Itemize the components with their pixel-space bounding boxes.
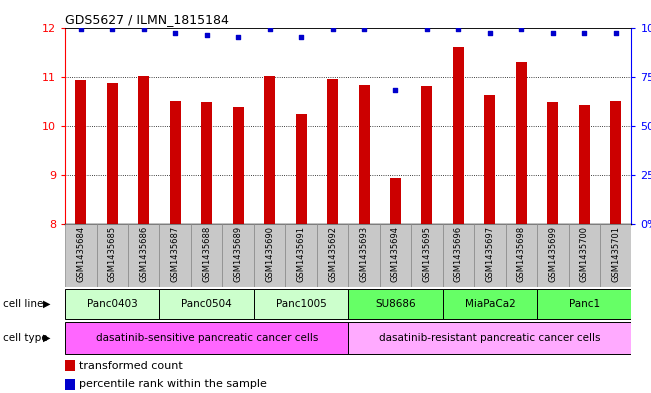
Bar — [568, 224, 600, 287]
Bar — [76, 80, 87, 393]
Text: GSM1435699: GSM1435699 — [548, 226, 557, 282]
Text: GSM1435696: GSM1435696 — [454, 226, 463, 282]
Text: GSM1435685: GSM1435685 — [108, 226, 117, 282]
Bar — [65, 224, 96, 287]
Bar — [201, 102, 212, 393]
Text: GSM1435695: GSM1435695 — [422, 226, 432, 282]
Point — [202, 32, 212, 39]
Bar — [285, 224, 317, 287]
Point — [170, 30, 180, 37]
Bar — [411, 224, 443, 287]
Bar — [348, 288, 443, 319]
Bar — [484, 95, 495, 393]
Text: percentile rank within the sample: percentile rank within the sample — [79, 379, 267, 389]
Bar — [65, 288, 159, 319]
Bar — [327, 79, 338, 393]
Bar — [474, 224, 506, 287]
Bar — [359, 85, 370, 393]
Point — [76, 26, 86, 33]
Bar — [610, 101, 621, 393]
Text: dasatinib-resistant pancreatic cancer cells: dasatinib-resistant pancreatic cancer ce… — [379, 333, 601, 343]
Bar — [390, 178, 401, 393]
Bar — [516, 62, 527, 393]
Text: GSM1435686: GSM1435686 — [139, 226, 148, 282]
Bar — [159, 288, 254, 319]
Bar — [317, 224, 348, 287]
Text: GSM1435688: GSM1435688 — [202, 226, 211, 282]
Bar — [191, 224, 223, 287]
Point — [233, 34, 243, 40]
Bar — [232, 107, 243, 393]
Text: GSM1435692: GSM1435692 — [328, 226, 337, 282]
Text: Panc1: Panc1 — [569, 299, 600, 309]
Bar — [443, 288, 537, 319]
Point — [547, 30, 558, 37]
Text: GSM1435694: GSM1435694 — [391, 226, 400, 282]
Point — [453, 26, 464, 33]
Text: GSM1435698: GSM1435698 — [517, 226, 526, 282]
Point — [327, 26, 338, 33]
Bar — [170, 101, 181, 393]
Bar — [421, 86, 432, 393]
Text: MiaPaCa2: MiaPaCa2 — [465, 299, 515, 309]
Bar — [537, 288, 631, 319]
Point — [579, 30, 590, 37]
Bar — [537, 224, 568, 287]
Bar — [138, 75, 149, 393]
Point — [264, 26, 275, 33]
Text: Panc1005: Panc1005 — [276, 299, 326, 309]
Point — [107, 26, 118, 33]
Bar — [65, 322, 348, 354]
Bar — [547, 102, 559, 393]
Point — [516, 26, 527, 33]
Text: GSM1435684: GSM1435684 — [76, 226, 85, 282]
Bar — [348, 322, 631, 354]
Bar — [107, 83, 118, 393]
Point — [611, 30, 621, 37]
Text: GSM1435691: GSM1435691 — [297, 226, 305, 282]
Text: SU8686: SU8686 — [375, 299, 416, 309]
Point — [296, 34, 306, 40]
Bar — [506, 224, 537, 287]
Point — [359, 26, 369, 33]
Text: GSM1435693: GSM1435693 — [359, 226, 368, 282]
Bar — [96, 224, 128, 287]
Bar — [65, 360, 76, 371]
Text: Panc0403: Panc0403 — [87, 299, 137, 309]
Bar — [254, 224, 285, 287]
Text: dasatinib-sensitive pancreatic cancer cells: dasatinib-sensitive pancreatic cancer ce… — [96, 333, 318, 343]
Text: GSM1435689: GSM1435689 — [234, 226, 243, 282]
Text: Panc0504: Panc0504 — [182, 299, 232, 309]
Bar — [264, 75, 275, 393]
Bar — [579, 105, 590, 393]
Bar — [65, 379, 76, 390]
Text: GSM1435701: GSM1435701 — [611, 226, 620, 282]
Bar — [380, 224, 411, 287]
Bar — [348, 224, 380, 287]
Bar — [159, 224, 191, 287]
Text: ▶: ▶ — [43, 333, 51, 343]
Bar — [254, 288, 348, 319]
Bar — [600, 224, 631, 287]
Text: GDS5627 / ILMN_1815184: GDS5627 / ILMN_1815184 — [65, 13, 229, 26]
Bar — [296, 114, 307, 393]
Point — [484, 30, 495, 37]
Bar — [128, 224, 159, 287]
Bar — [453, 47, 464, 393]
Point — [390, 87, 400, 94]
Text: ▶: ▶ — [43, 299, 51, 309]
Point — [422, 26, 432, 33]
Text: GSM1435700: GSM1435700 — [580, 226, 589, 282]
Bar — [443, 224, 474, 287]
Text: transformed count: transformed count — [79, 361, 183, 371]
Bar — [223, 224, 254, 287]
Text: GSM1435697: GSM1435697 — [486, 226, 494, 282]
Point — [139, 26, 149, 33]
Text: GSM1435690: GSM1435690 — [265, 226, 274, 282]
Text: cell line: cell line — [3, 299, 44, 309]
Text: GSM1435687: GSM1435687 — [171, 226, 180, 282]
Text: cell type: cell type — [3, 333, 48, 343]
